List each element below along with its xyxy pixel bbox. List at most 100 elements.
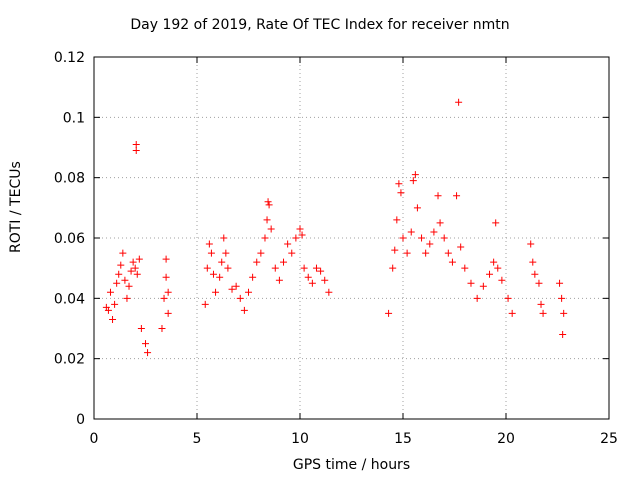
data-point <box>479 282 487 290</box>
data-point <box>216 273 224 281</box>
data-point <box>253 258 261 266</box>
data-point <box>486 270 494 278</box>
data-point <box>321 276 329 284</box>
data-point <box>403 249 411 257</box>
x-tick-label: 0 <box>90 431 99 447</box>
x-tick-label: 25 <box>600 431 618 447</box>
data-point <box>280 258 288 266</box>
data-point <box>129 258 137 266</box>
data-point <box>430 228 438 236</box>
data-point <box>224 264 232 272</box>
data-point <box>160 294 168 302</box>
data-point <box>131 264 139 272</box>
data-point <box>434 192 442 200</box>
data-point <box>508 309 516 317</box>
plot-frame <box>93 56 610 420</box>
x-tick-label: 10 <box>291 431 309 447</box>
data-point <box>558 294 566 302</box>
data-point <box>218 258 226 266</box>
data-point <box>539 309 547 317</box>
data-point <box>133 270 141 278</box>
data-point <box>537 300 545 308</box>
x-tick-label: 15 <box>394 431 412 447</box>
data-point <box>212 288 220 296</box>
data-point <box>473 294 481 302</box>
data-point <box>249 273 257 281</box>
chart-title: Day 192 of 2019, Rate Of TEC Index for r… <box>130 17 510 33</box>
data-point <box>467 279 475 287</box>
data-point <box>440 234 448 242</box>
data-point <box>236 294 244 302</box>
data-point <box>263 216 271 224</box>
data-point <box>137 325 145 332</box>
data-point <box>113 279 121 287</box>
data-point <box>559 331 567 339</box>
data-point <box>144 349 152 357</box>
y-tick-label: 0.12 <box>54 50 85 66</box>
data-point <box>411 171 419 179</box>
data-point <box>298 231 306 239</box>
data-point <box>111 300 119 308</box>
data-point <box>436 219 444 227</box>
data-point <box>261 234 269 242</box>
data-point <box>312 264 320 272</box>
data-point <box>240 306 248 314</box>
data-point <box>119 249 127 257</box>
data-point <box>121 276 129 284</box>
data-point <box>308 279 316 287</box>
data-point <box>257 249 265 257</box>
data-point <box>457 243 465 251</box>
data-point <box>109 315 117 323</box>
data-point <box>284 240 292 248</box>
data-point <box>426 240 434 248</box>
data-point <box>158 325 166 332</box>
data-point <box>245 288 252 296</box>
data-point <box>106 288 114 296</box>
data-point <box>117 261 125 269</box>
data-point <box>535 279 543 287</box>
data-point <box>264 198 272 206</box>
data-point <box>132 147 140 155</box>
data-point <box>529 258 537 266</box>
data-point <box>232 282 240 290</box>
data-point <box>127 267 135 275</box>
data-point <box>164 309 172 317</box>
x-tick-label: 20 <box>497 431 515 447</box>
data-point <box>399 234 407 242</box>
data-point <box>207 249 215 257</box>
data-point <box>407 228 415 236</box>
data-point <box>560 309 568 317</box>
data-point <box>453 192 461 200</box>
data-point <box>498 276 506 284</box>
data-point <box>389 264 397 272</box>
data-point <box>135 255 143 263</box>
y-tick-label: 0.08 <box>54 171 85 187</box>
data-point <box>504 294 512 302</box>
x-axis-label: GPS time / hours <box>292 457 411 473</box>
y-axis-label: ROTI / TECUs <box>8 161 24 253</box>
y-tick-label: 0 <box>76 412 85 428</box>
data-point <box>203 264 211 272</box>
data-point <box>292 234 300 242</box>
data-point <box>385 309 393 317</box>
data-point <box>492 219 500 227</box>
data-point <box>455 98 463 106</box>
data-point <box>209 270 217 278</box>
data-point <box>267 225 275 233</box>
y-tick-label: 0.06 <box>54 231 85 247</box>
data-point <box>556 279 564 287</box>
data-point <box>418 234 426 242</box>
data-point <box>395 180 403 188</box>
data-point <box>162 255 170 263</box>
data-point <box>317 267 325 275</box>
y-tick-label: 0.1 <box>63 110 85 126</box>
data-point <box>115 270 123 278</box>
data-point <box>164 288 172 296</box>
data-point <box>142 340 149 348</box>
x-tick-label: 5 <box>193 431 202 447</box>
data-point <box>132 140 140 148</box>
data-point <box>288 249 296 257</box>
data-point <box>271 264 279 272</box>
data-point <box>123 294 131 302</box>
